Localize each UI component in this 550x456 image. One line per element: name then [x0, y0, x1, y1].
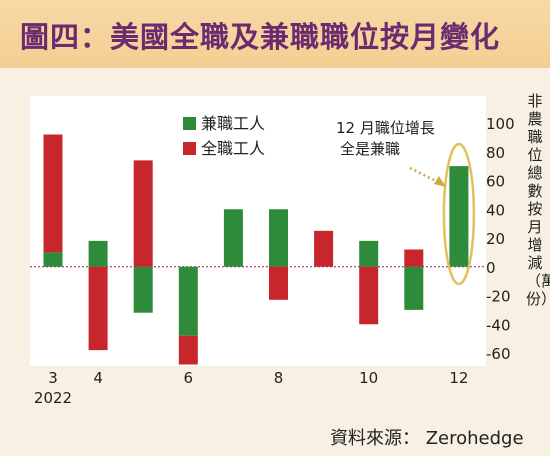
- bar-segment: [43, 252, 63, 267]
- bar-segment: [43, 134, 63, 253]
- bar-segment: [314, 230, 334, 267]
- bar-segment: [133, 160, 153, 267]
- bar-segment: [269, 266, 288, 300]
- annotation-line-1: 12 月職位增長: [336, 119, 435, 137]
- y-tick-label: -20: [486, 288, 511, 306]
- y-tick-label: 20: [486, 230, 505, 248]
- x-tick-label: 12: [449, 369, 468, 387]
- y-tick-label: -40: [486, 316, 511, 334]
- legend-label: 兼職工人: [201, 114, 265, 133]
- bar-segment: [223, 209, 243, 267]
- bar-segment: [449, 166, 469, 267]
- bar-segment: [178, 335, 198, 365]
- legend-swatch: [183, 117, 196, 130]
- bar-segment: [178, 266, 198, 336]
- y-tick-label: 40: [486, 201, 505, 219]
- bar-segment: [404, 266, 424, 310]
- annotation-line-2: 全是兼職: [340, 140, 400, 158]
- bar-segment: [88, 240, 108, 267]
- annotation-arrow: [409, 166, 441, 185]
- bar-segment: [359, 240, 379, 267]
- x-tick-label: 6: [184, 369, 194, 387]
- title-bar: 圖四：美國全職及兼職職位按月變化: [0, 0, 550, 68]
- x-year-label: 2022: [34, 389, 72, 407]
- y-tick-label: 0: [486, 259, 496, 277]
- chart-title: 圖四：美國全職及兼職職位按月變化: [20, 20, 501, 54]
- annotation-arrowhead: [434, 176, 446, 187]
- x-tick-label: 10: [359, 369, 378, 387]
- x-tick-label: 4: [93, 369, 103, 387]
- highlight-ellipse: [442, 142, 476, 286]
- x-tick-label: 3: [48, 369, 58, 387]
- legend-swatch: [183, 142, 196, 155]
- legend-label: 全職工人: [201, 139, 265, 158]
- y-tick-label: 100: [486, 115, 515, 133]
- y-tick-label: 80: [486, 144, 505, 162]
- y-axis-label: 非農職位總數按月增減（萬份）: [526, 92, 550, 308]
- bar-segment: [269, 209, 288, 267]
- bar-segment: [133, 266, 153, 313]
- y-tick-label: 60: [486, 173, 505, 191]
- bar-segment: [359, 266, 379, 325]
- source-note: 資料來源： Zerohedge: [330, 428, 524, 449]
- x-tick-label: 8: [274, 369, 284, 387]
- bar-segment: [88, 266, 108, 351]
- bar-segment: [404, 249, 424, 267]
- y-tick-label: -60: [486, 345, 511, 363]
